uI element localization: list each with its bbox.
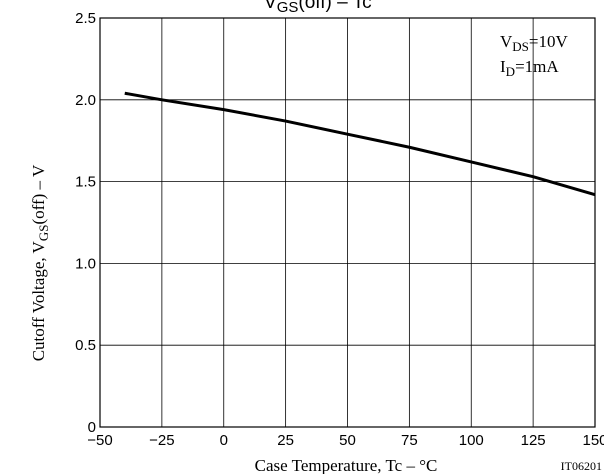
x-tick-label: 0 bbox=[220, 432, 228, 449]
y-tick-label: 0.5 bbox=[75, 337, 96, 354]
series-line bbox=[124, 91, 595, 197]
condition-vds-rest: =10V bbox=[529, 32, 569, 51]
x-tick-label: 75 bbox=[401, 432, 418, 449]
x-axis-label: Case Temperature, Tc – °C bbox=[255, 456, 438, 474]
plot-frame bbox=[99, 17, 596, 428]
condition-vds-sub: DS bbox=[512, 39, 529, 54]
tick-labels: −50 −25 0 25 50 75 100 125 150 0 0.5 1.0 1.5 2.0 2.5 bbox=[75, 10, 604, 449]
x-tick-label: 125 bbox=[521, 432, 546, 449]
x-tick-label: 150 bbox=[582, 432, 604, 449]
x-tick-label: 25 bbox=[277, 432, 294, 449]
y-tick-label: 1.0 bbox=[75, 255, 96, 272]
condition-vds-main: V bbox=[500, 32, 513, 51]
series-layer bbox=[124, 91, 595, 197]
x-tick-label: −25 bbox=[149, 432, 174, 449]
x-tick-label: −50 bbox=[87, 432, 112, 449]
x-tick-label: 50 bbox=[339, 432, 356, 449]
y-axis-label-main: Cutoff Voltage, V bbox=[29, 240, 48, 361]
chart-title-main: V bbox=[264, 0, 277, 13]
y-axis-label-rest: (off) – V bbox=[29, 164, 48, 225]
grid bbox=[99, 17, 596, 428]
condition-id-main: I bbox=[500, 57, 506, 76]
figure-id: IT06201 bbox=[561, 459, 602, 473]
y-tick-label: 2.0 bbox=[75, 92, 96, 109]
condition-vds: VDS=10V bbox=[500, 32, 568, 54]
condition-id-sub: D bbox=[506, 64, 515, 79]
y-tick-label: 2.5 bbox=[75, 10, 96, 27]
condition-id: ID=1mA bbox=[500, 57, 559, 79]
condition-id-rest: =1mA bbox=[515, 57, 559, 76]
chart-title-rest: (off) – Tc bbox=[298, 0, 371, 13]
x-tick-label: 100 bbox=[459, 432, 484, 449]
y-axis-label: Cutoff Voltage, VGS(off) – V bbox=[29, 164, 51, 361]
y-tick-label: 1.5 bbox=[75, 174, 96, 191]
y-tick-label: 0 bbox=[88, 419, 96, 436]
chart-title: VGS(off) – Tc bbox=[264, 0, 372, 16]
y-axis-label-sub: GS bbox=[36, 225, 51, 242]
chart-title-sub: GS bbox=[277, 0, 299, 16]
